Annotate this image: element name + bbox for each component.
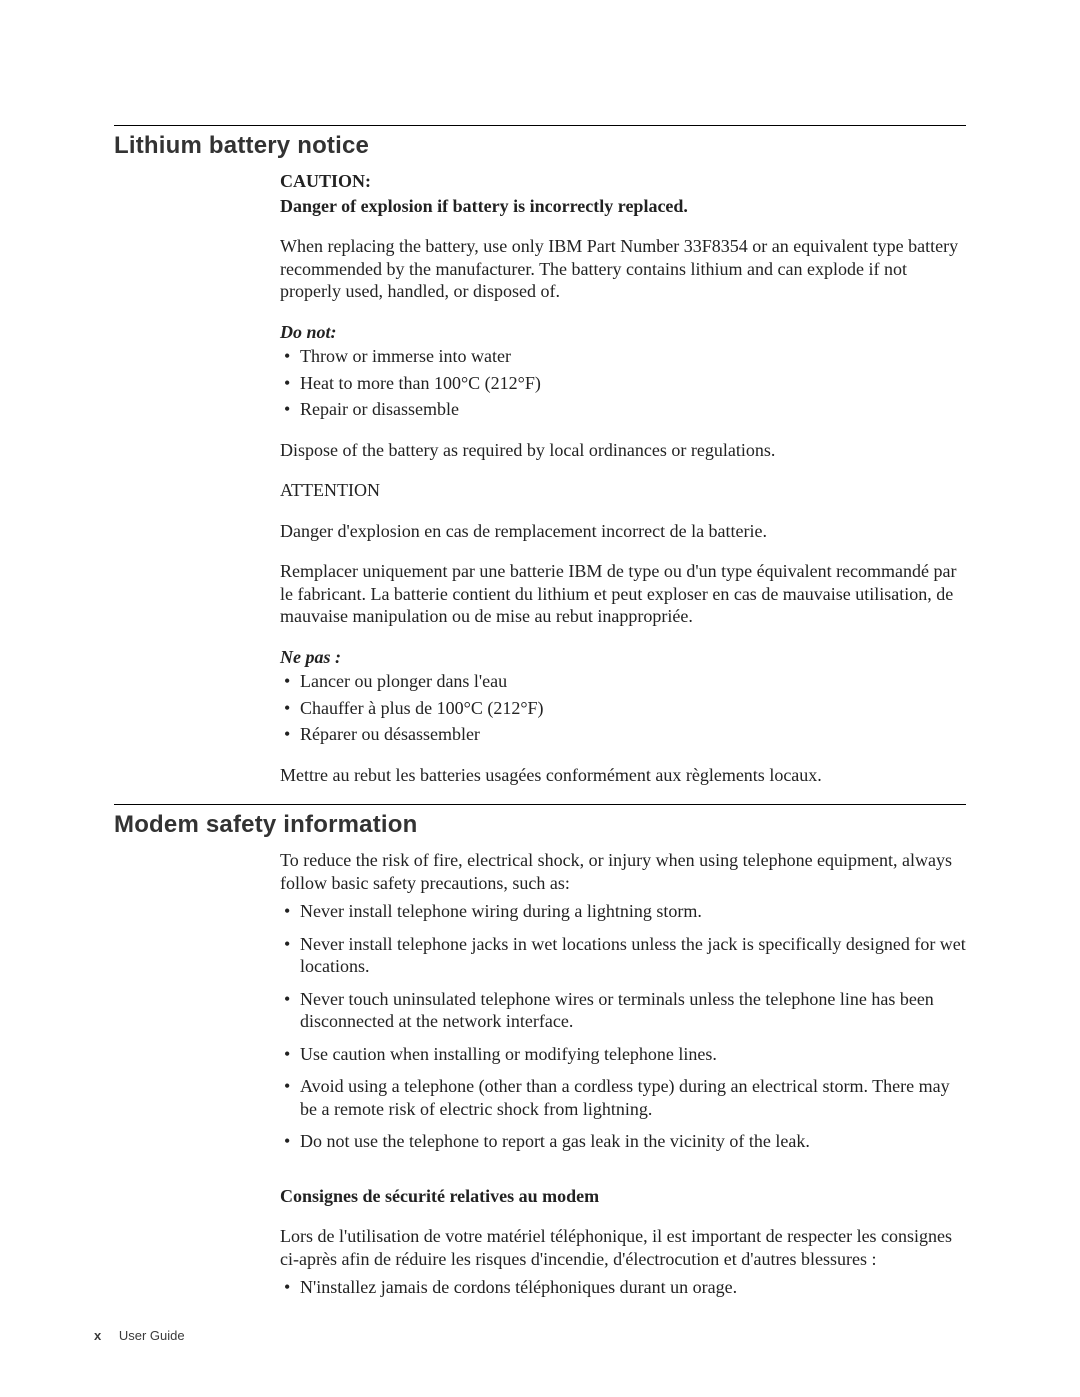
section-rule xyxy=(114,804,966,805)
document-page: Lithium battery notice CAUTION: Danger o… xyxy=(0,0,1080,1397)
para-consignes-intro: Lors de l'utilisation de votre matériel … xyxy=(280,1225,966,1270)
attention-label: ATTENTION xyxy=(280,479,966,502)
subhead-consignes: Consignes de sécurité relatives au modem xyxy=(280,1185,966,1208)
do-not-label: Do not: xyxy=(280,321,966,344)
list-item: Heat to more than 100°C (212°F) xyxy=(280,372,966,395)
section-heading-modem: Modem safety information xyxy=(114,811,966,839)
para-modem-intro: To reduce the risk of fire, electrical s… xyxy=(280,849,966,894)
ne-pas-list: Lancer ou plonger dans l'eau Chauffer à … xyxy=(280,670,966,746)
list-item: Avoid using a telephone (other than a co… xyxy=(280,1075,966,1120)
list-item: Lancer ou plonger dans l'eau xyxy=(280,670,966,693)
page-number: x xyxy=(94,1328,101,1343)
caution-label: CAUTION: xyxy=(280,170,966,193)
list-item: Use caution when installing or modifying… xyxy=(280,1043,966,1066)
list-item: Réparer ou désassembler xyxy=(280,723,966,746)
para-replacing-battery: When replacing the battery, use only IBM… xyxy=(280,235,966,303)
doc-title: User Guide xyxy=(119,1328,185,1343)
consignes-list: N'installez jamais de cordons téléphoniq… xyxy=(280,1276,966,1299)
para-danger-fr: Danger d'explosion en cas de remplacemen… xyxy=(280,520,966,543)
section1-body: CAUTION: Danger of explosion if battery … xyxy=(280,170,966,786)
page-footer: x User Guide xyxy=(94,1328,185,1343)
list-item: Never install telephone wiring during a … xyxy=(280,900,966,923)
caution-text: Danger of explosion if battery is incorr… xyxy=(280,195,966,218)
ne-pas-label: Ne pas : xyxy=(280,646,966,669)
section-rule xyxy=(114,125,966,126)
list-item: Repair or disassemble xyxy=(280,398,966,421)
list-item: Do not use the telephone to report a gas… xyxy=(280,1130,966,1153)
list-item: Never install telephone jacks in wet loc… xyxy=(280,933,966,978)
section2-body: To reduce the risk of fire, electrical s… xyxy=(280,849,966,1299)
para-dispose: Dispose of the battery as required by lo… xyxy=(280,439,966,462)
list-item: Chauffer à plus de 100°C (212°F) xyxy=(280,697,966,720)
list-item: Throw or immerse into water xyxy=(280,345,966,368)
para-remplacer-fr: Remplacer uniquement par une batterie IB… xyxy=(280,560,966,628)
para-mettre-rebut: Mettre au rebut les batteries usagées co… xyxy=(280,764,966,787)
list-item: N'installez jamais de cordons téléphoniq… xyxy=(280,1276,966,1299)
do-not-list: Throw or immerse into water Heat to more… xyxy=(280,345,966,421)
list-item: Never touch uninsulated telephone wires … xyxy=(280,988,966,1033)
section-heading-lithium: Lithium battery notice xyxy=(114,132,966,160)
modem-safety-list: Never install telephone wiring during a … xyxy=(280,900,966,1153)
